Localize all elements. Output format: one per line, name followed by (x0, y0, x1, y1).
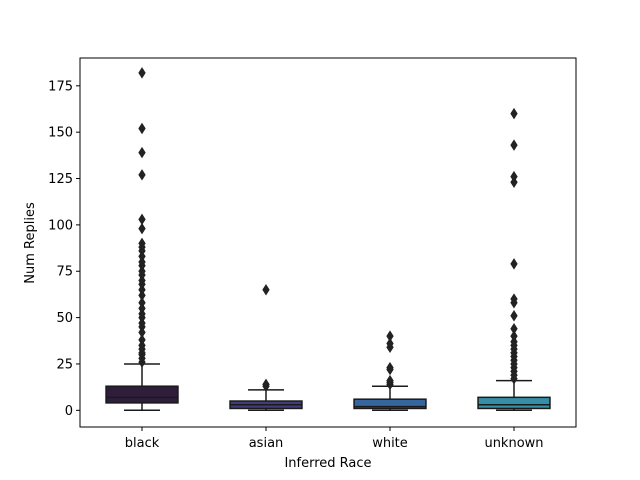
outlier-point (386, 361, 394, 374)
outlier-point (510, 293, 518, 305)
outlier-point (138, 237, 146, 250)
y-tick-label: 150 (48, 126, 73, 141)
outlier-point (138, 334, 146, 346)
outlier-point (138, 122, 146, 135)
outlier-point (386, 374, 394, 387)
box-group-black (105, 67, 179, 412)
outlier-point (510, 258, 518, 270)
iqr-box (353, 398, 427, 410)
y-tick-label: 100 (48, 218, 73, 233)
y-tick-label: 75 (56, 265, 73, 280)
x-tick-label: asian (249, 436, 284, 451)
x-tick-label: unknown (484, 436, 543, 451)
outlier-point (510, 322, 518, 335)
x-tick-label: white (372, 436, 408, 451)
outlier-point (510, 330, 518, 342)
plot-frame (79, 57, 577, 428)
outlier-point (510, 107, 518, 120)
y-axis: 0 25 50 75 100 125 150 175 (48, 79, 80, 419)
outlier-point (138, 67, 146, 79)
outlier-point (138, 222, 146, 235)
outlier-point (262, 378, 270, 391)
box-group-asian (229, 284, 303, 412)
outlier-point (510, 310, 518, 322)
y-tick-label: 50 (56, 311, 73, 326)
outlier-point (138, 297, 146, 309)
outlier-point (510, 139, 518, 151)
x-axis: black asian white unknown (125, 427, 544, 451)
x-axis-label: Inferred Race (284, 456, 371, 471)
y-tick-label: 25 (56, 357, 73, 372)
box-group-unknown (477, 107, 551, 412)
iqr-box (105, 385, 179, 404)
boxes-layer (105, 67, 551, 412)
outlier-point (510, 170, 518, 183)
outlier-point (138, 213, 146, 226)
outlier-point (138, 169, 146, 181)
box-group-white (353, 330, 427, 412)
x-tick-label: black (125, 436, 160, 451)
outlier-point (262, 284, 270, 296)
y-tick-label: 0 (65, 404, 73, 419)
iqr-box (477, 396, 551, 410)
outlier-point (138, 146, 146, 159)
y-tick-label: 175 (48, 79, 73, 94)
plot-area (80, 58, 576, 427)
outlier-point (386, 330, 394, 342)
y-tick-label: 125 (48, 172, 73, 187)
outlier-point (386, 337, 394, 350)
y-axis-label: Num Replies (23, 202, 38, 284)
